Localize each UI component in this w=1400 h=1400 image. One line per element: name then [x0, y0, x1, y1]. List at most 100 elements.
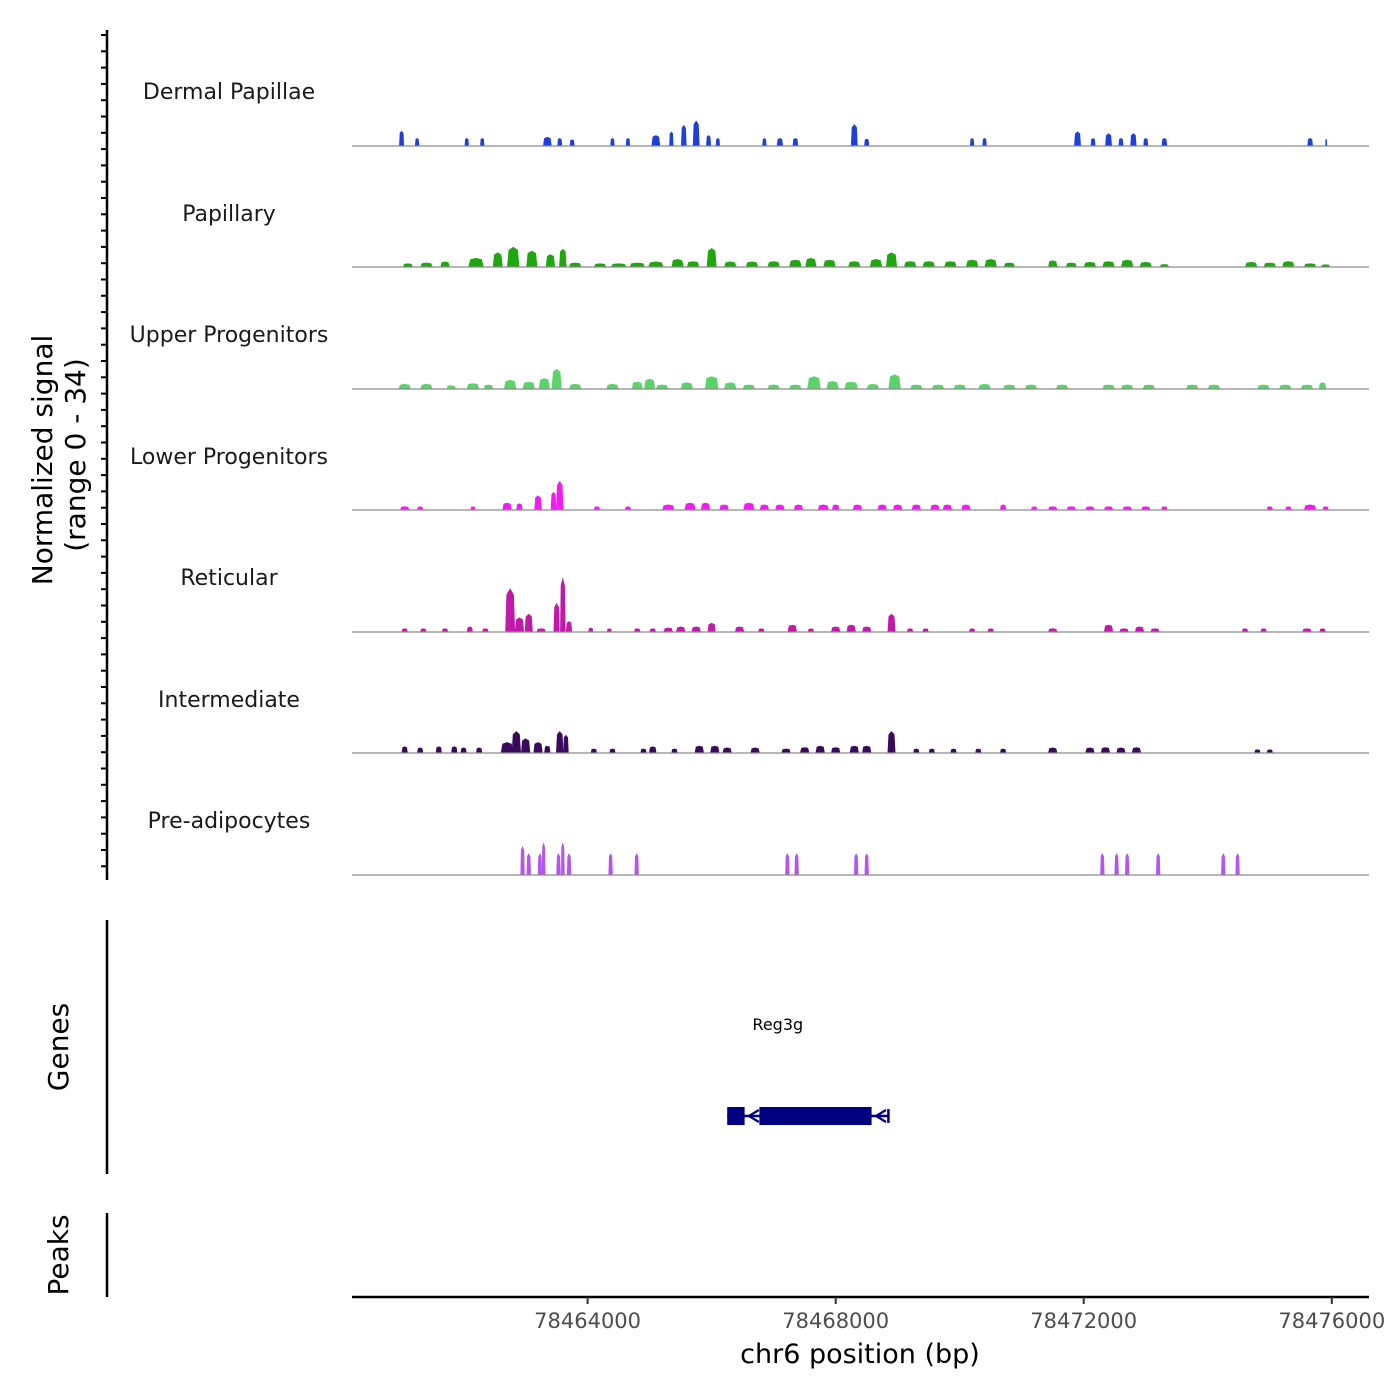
- signal-peak: [846, 624, 856, 632]
- signal-peak: [922, 261, 935, 267]
- signal-peak: [634, 853, 639, 875]
- signal-peak: [817, 504, 829, 510]
- signal-peak: [910, 384, 923, 389]
- gene-exon: [759, 1107, 872, 1125]
- coverage-tracks: [352, 120, 1369, 876]
- gene-models: Reg3g: [727, 1015, 890, 1125]
- signal-peak: [516, 503, 523, 510]
- signal-peak: [398, 383, 411, 389]
- signal-peak: [593, 263, 607, 267]
- signal-peak: [877, 504, 887, 510]
- track-dermal-papillae: [352, 120, 1369, 147]
- signal-peak: [556, 731, 564, 753]
- signal-peak: [502, 502, 512, 510]
- signal-peak: [608, 853, 613, 875]
- signal-peak: [610, 263, 627, 267]
- signal-peak: [805, 257, 817, 267]
- signal-peak: [1156, 853, 1161, 875]
- gene-label: Reg3g: [752, 1015, 803, 1034]
- signal-peak: [536, 628, 546, 632]
- track-label-pre-adipocytes: Pre-adipocytes: [148, 809, 311, 834]
- track-upper-progenitors: [352, 368, 1369, 390]
- signal-peak: [970, 138, 975, 146]
- signal-peak: [480, 138, 485, 146]
- signal-peak: [1055, 384, 1069, 389]
- signal-peak: [854, 853, 859, 875]
- signal-peak: [482, 628, 489, 632]
- signal-peak: [869, 259, 883, 267]
- track-papillary: [352, 246, 1369, 268]
- track-pre-adipocytes: [352, 842, 1369, 876]
- signal-peak: [1186, 384, 1199, 389]
- signal-peak: [781, 748, 791, 753]
- signal-peak: [686, 261, 700, 267]
- x-tick-label: 78464000: [534, 1309, 641, 1333]
- signal-peak: [563, 734, 569, 753]
- signal-peak: [987, 628, 994, 632]
- signal-peak: [787, 624, 797, 632]
- signal-peak: [745, 261, 759, 267]
- signal-peak: [644, 378, 656, 389]
- signal-peak: [606, 628, 612, 632]
- signal-peak: [1263, 262, 1276, 267]
- signal-peak: [785, 853, 790, 875]
- signal-peak: [903, 261, 917, 267]
- signal-peak: [1048, 506, 1058, 510]
- signal-peak: [420, 262, 433, 267]
- track-reticular: [352, 577, 1369, 633]
- signal-peak: [503, 379, 517, 389]
- signal-peak: [402, 263, 413, 267]
- signal-peak: [1118, 138, 1124, 146]
- signal-peak: [928, 748, 935, 753]
- signal-peak: [492, 252, 503, 267]
- signal-peak: [704, 376, 719, 389]
- signal-peak: [1279, 384, 1292, 389]
- signal-peak: [885, 252, 898, 267]
- signal-peak: [930, 504, 940, 510]
- signal-peak: [1319, 628, 1326, 632]
- signal-peak: [1105, 133, 1112, 146]
- signal-peak: [556, 853, 561, 875]
- signal-peak: [1159, 264, 1169, 267]
- signal-peak: [1122, 506, 1132, 510]
- signal-peak: [1125, 853, 1130, 875]
- signal-peak: [625, 138, 631, 146]
- signal-peak: [556, 480, 564, 510]
- signal-peak: [545, 254, 556, 267]
- signal-peak: [831, 747, 841, 753]
- signal-peak: [775, 504, 785, 510]
- signal-peak: [893, 504, 903, 510]
- signal-peak: [776, 138, 783, 146]
- signal-peak: [655, 384, 669, 389]
- signal-peak: [446, 385, 456, 389]
- signal-peak: [1134, 626, 1145, 632]
- signal-peak: [715, 138, 720, 146]
- signal-peak: [1142, 384, 1156, 389]
- signal-peak: [1100, 747, 1111, 753]
- signal-peak: [849, 745, 859, 753]
- signal-peak: [1150, 628, 1160, 632]
- signal-peak: [1066, 506, 1076, 510]
- signal-peak: [593, 506, 600, 510]
- signal-peak: [1307, 138, 1313, 146]
- signal-peak: [1121, 259, 1134, 267]
- signal-peak: [887, 613, 896, 632]
- signal-peak: [543, 136, 552, 146]
- signal-peak: [669, 131, 674, 146]
- track-label-dermal-papillae: Dermal Papillae: [143, 80, 315, 105]
- signal-peak: [1320, 264, 1331, 267]
- signal-peak: [1266, 506, 1273, 510]
- signal-peak: [1048, 628, 1058, 632]
- signal-peak: [1254, 749, 1261, 753]
- track-label-reticular: Reticular: [180, 566, 278, 591]
- signal-peak: [911, 504, 921, 510]
- signal-peak: [831, 626, 841, 632]
- signal-peak: [862, 626, 872, 632]
- signal-peak: [511, 731, 521, 753]
- signal-peak: [435, 746, 442, 753]
- signal-peak: [706, 135, 712, 146]
- signal-peak: [590, 748, 597, 753]
- signal-peak: [750, 747, 760, 753]
- peaks-panel-title: Peaks: [42, 1214, 75, 1295]
